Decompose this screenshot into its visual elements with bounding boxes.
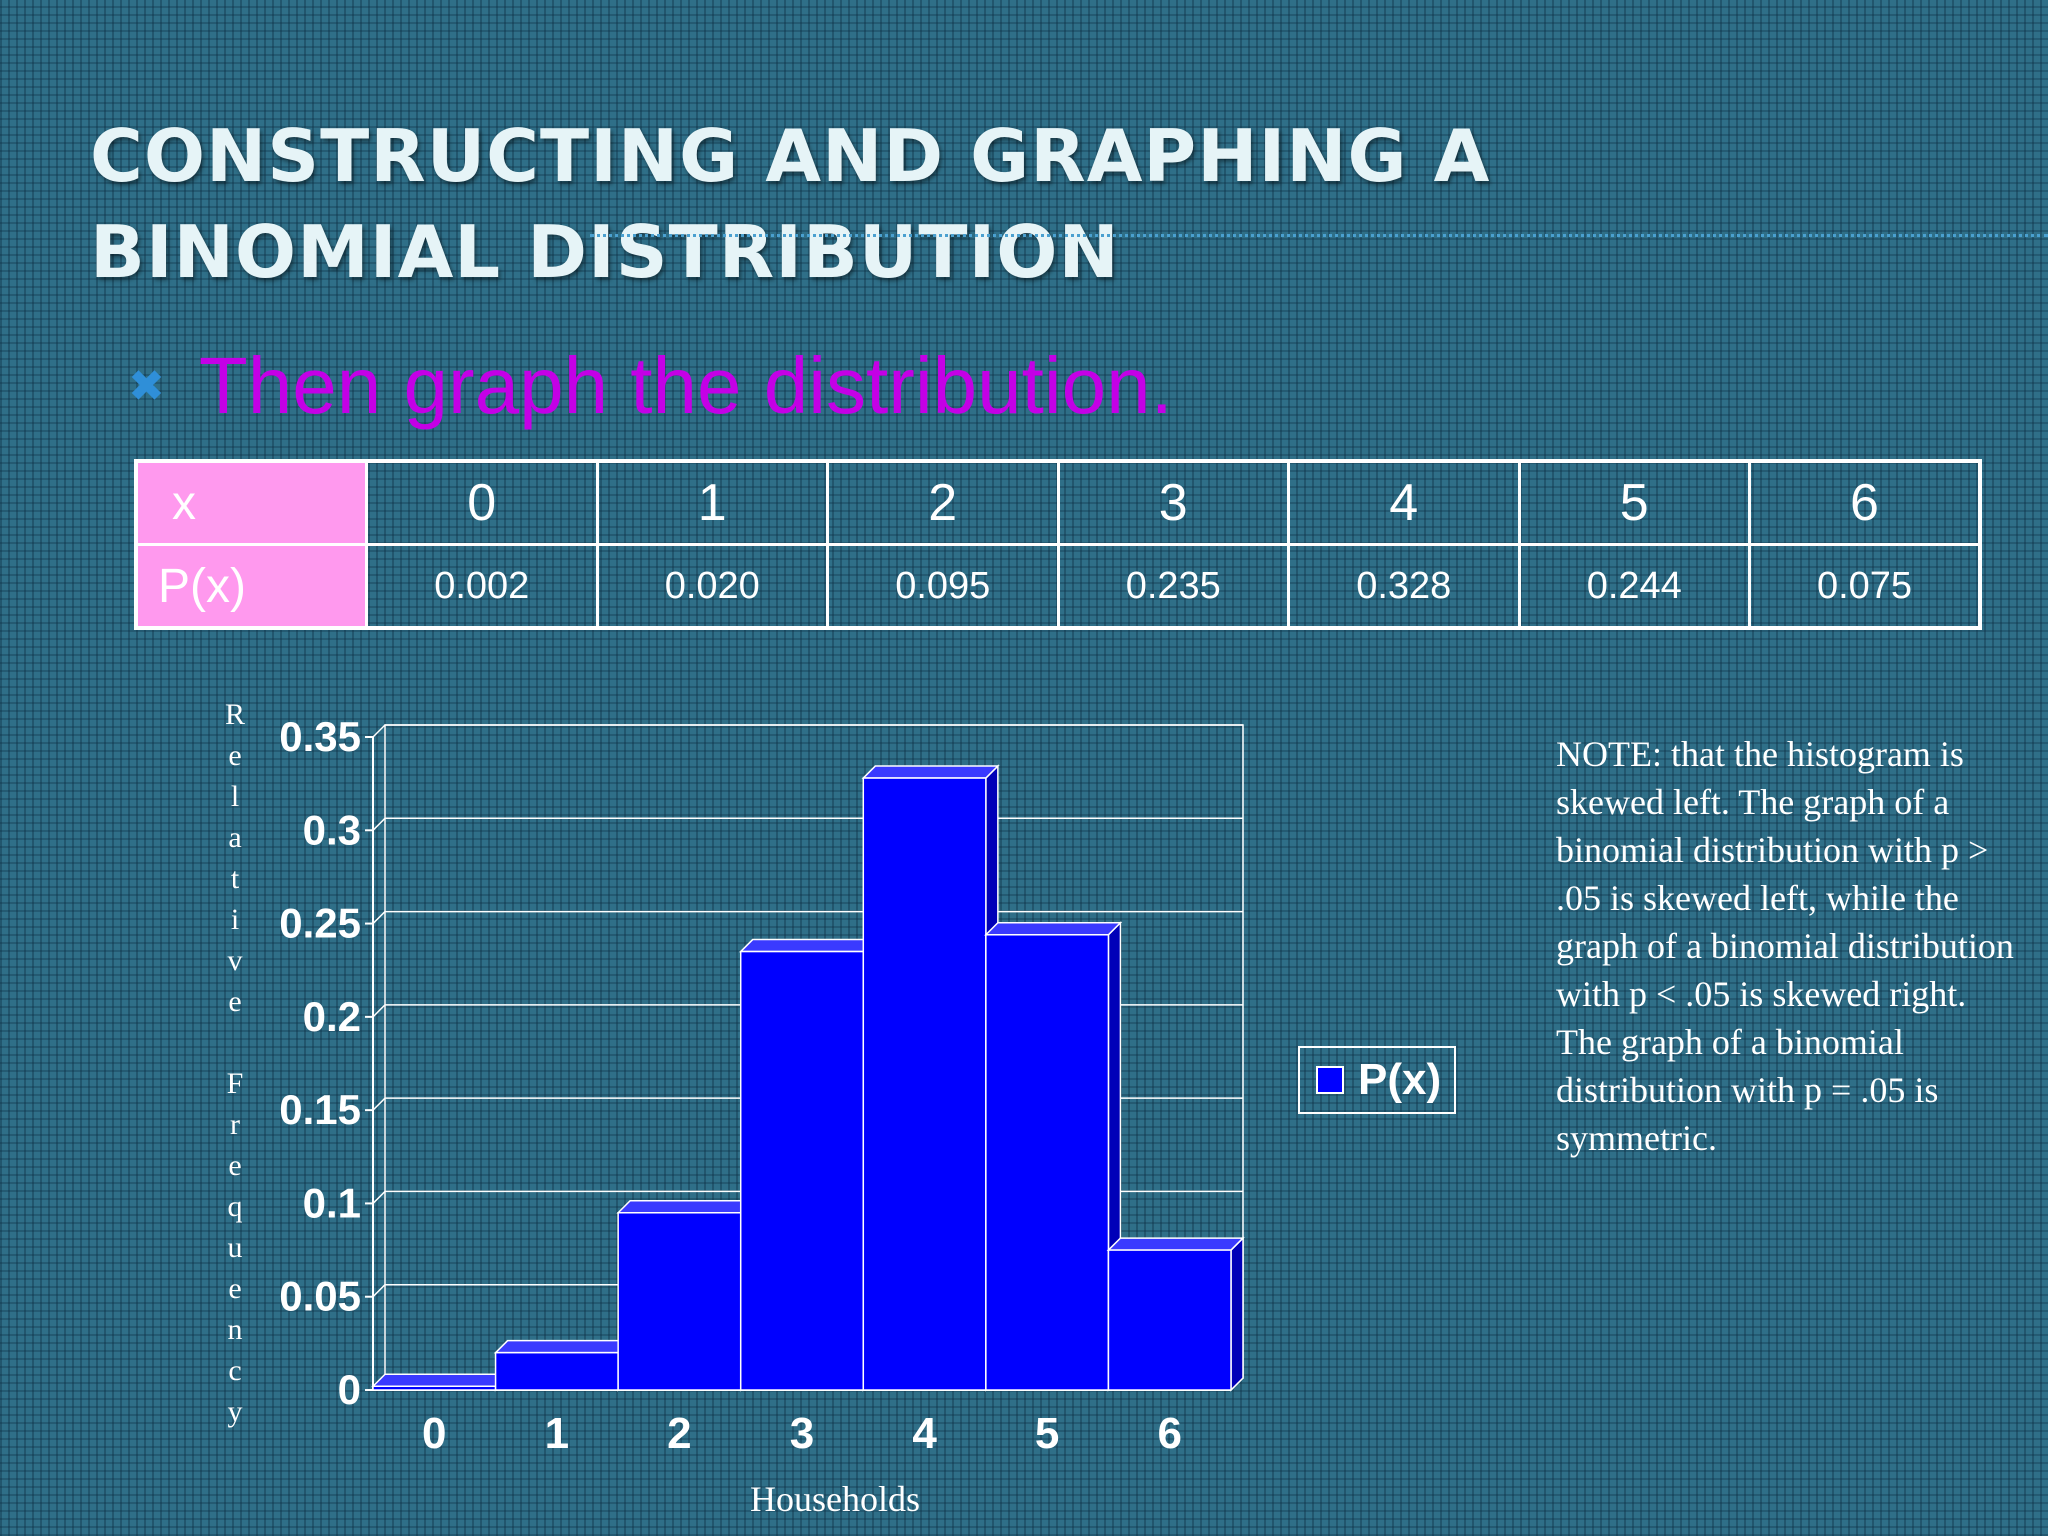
table-cell-x: 4 <box>1287 459 1521 546</box>
bullet-text: Then graph the distribution. <box>198 341 1173 430</box>
title-divider <box>590 234 2048 237</box>
y-tick-label: 0 <box>338 1366 361 1413</box>
y-axis-label-char: r <box>230 1108 240 1141</box>
y-axis-label-char: a <box>228 821 242 854</box>
distribution-table: x 0 1 2 3 4 5 6 P(x) 0.002 0.020 0.095 0… <box>134 459 1982 630</box>
table-cell-p: 0.244 <box>1517 543 1751 630</box>
table-header-x: x <box>134 459 368 546</box>
y-axis-label-char: u <box>227 1231 243 1264</box>
gridline-depth <box>372 1190 386 1204</box>
bar-top <box>738 938 878 953</box>
y-axis-label-char: e <box>228 1272 242 1305</box>
y-axis-label-char: e <box>228 985 242 1018</box>
y-axis-label-char: e <box>228 739 242 772</box>
table-cell-p: 0.020 <box>595 543 829 630</box>
legend-label: P(x) <box>1358 1055 1442 1104</box>
table-row-x: x 0 1 2 3 4 5 6 <box>134 459 1982 546</box>
table-cell-p: 0.095 <box>826 543 1060 630</box>
y-tick-label: 0.05 <box>279 1273 361 1320</box>
note-text: NOTE: that the histogram is skewed left.… <box>1556 734 2014 1158</box>
x-tick-label: 0 <box>422 1409 446 1458</box>
bar-top <box>616 1200 755 1214</box>
y-axis-label-char: q <box>227 1190 243 1223</box>
table-cell-p: 0.002 <box>365 543 599 630</box>
x-tick-label: 4 <box>912 1409 937 1458</box>
table-cell-x: 3 <box>1056 459 1290 546</box>
y-axis-label-char: c <box>228 1354 242 1387</box>
gridline-depth <box>372 724 386 738</box>
bar <box>494 1351 619 1391</box>
y-axis-label-char: y <box>227 1395 243 1428</box>
y-axis-label-char: n <box>227 1313 243 1346</box>
y-axis-label-char: F <box>226 1067 244 1100</box>
bullet-item: ✖ Then graph the distribution. <box>128 336 1173 436</box>
bar-top <box>493 1339 632 1354</box>
table-cell-p: 0.235 <box>1056 543 1290 630</box>
x-tick-label: 5 <box>1035 1409 1059 1458</box>
x-tick-label: 3 <box>790 1409 814 1458</box>
gridline-depth <box>372 1284 386 1298</box>
bar <box>739 950 865 1391</box>
y-tick-label: 0.15 <box>279 1086 361 1133</box>
table-row-p: P(x) 0.002 0.020 0.095 0.235 0.328 0.244… <box>134 543 1982 630</box>
bar <box>862 777 987 1391</box>
y-axis-label-char: v <box>227 944 243 977</box>
bar-top <box>861 765 1000 779</box>
x-tick-label: 2 <box>667 1409 691 1458</box>
gridline-depth <box>372 1004 386 1018</box>
gridline-depth <box>372 1097 386 1111</box>
bar-side <box>1230 1236 1244 1392</box>
x-tick-label: 6 <box>1157 1409 1181 1458</box>
y-axis-label-char: R <box>224 698 245 731</box>
gridline-depth <box>372 817 386 831</box>
table-cell-p: 0.328 <box>1287 543 1521 630</box>
y-axis-label-char: t <box>230 862 240 895</box>
slide-title: Constructing and Graphing a Binomial Dis… <box>90 114 1491 294</box>
y-axis-label-char: e <box>228 1149 242 1182</box>
bar-top <box>984 922 1123 936</box>
bar <box>617 1212 742 1391</box>
y-tick-label: 0.3 <box>303 806 361 853</box>
table-header-p: P(x) <box>134 543 368 630</box>
table-cell-x: 2 <box>826 459 1060 546</box>
chart-legend: P(x) <box>1298 1046 1456 1114</box>
table-cell-x: 5 <box>1517 459 1751 546</box>
gridline-depth <box>372 911 386 925</box>
y-axis-label-char: l <box>230 780 240 813</box>
x-mark-icon: ✖ <box>128 360 165 412</box>
bar <box>372 1385 497 1391</box>
bar-top <box>1106 1237 1245 1251</box>
legend-swatch <box>1316 1066 1344 1094</box>
x-tick-label: 1 <box>545 1409 569 1458</box>
y-tick-label: 0.25 <box>279 900 361 947</box>
y-tick-label: 0.35 <box>279 713 361 760</box>
table-cell-x: 6 <box>1748 459 1982 546</box>
bar <box>1107 1249 1232 1391</box>
bar-top <box>371 1373 510 1388</box>
bar <box>985 934 1110 1391</box>
y-tick-label: 0.1 <box>303 1179 361 1226</box>
table-cell-x: 0 <box>365 459 599 546</box>
y-axis-label-char: i <box>230 903 240 936</box>
table-cell-x: 1 <box>595 459 829 546</box>
x-axis-label: Households <box>750 1479 920 1519</box>
table-cell-p: 0.075 <box>1748 543 1982 630</box>
y-tick-label: 0.2 <box>303 993 361 1040</box>
